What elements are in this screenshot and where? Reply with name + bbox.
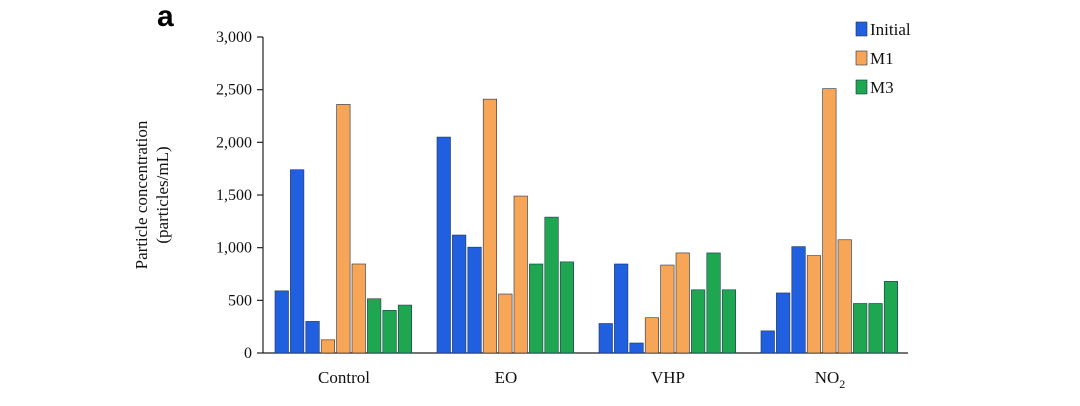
- category-label-text: EO: [495, 368, 518, 387]
- y-tick-label: 2,500: [216, 82, 252, 99]
- category-label-text: Control: [318, 368, 370, 387]
- y-tick-label: 3,000: [216, 29, 252, 46]
- bar-initial-1-1: [274, 290, 289, 354]
- bar-m3-3-3: [721, 289, 737, 354]
- bar-m1-1-2: [336, 104, 351, 354]
- bar-m1-4-3: [837, 239, 852, 354]
- legend-label-initial: Initial: [870, 20, 911, 39]
- legend-swatch-m3: [855, 79, 868, 95]
- bar-initial-3-2: [614, 263, 629, 354]
- bar-initial-1-3: [305, 321, 320, 354]
- y-tick-label: 0: [244, 345, 252, 362]
- category-label: NO2: [815, 368, 846, 391]
- category-label: EO: [495, 368, 518, 387]
- category-labels: Control EO VHP NO2: [318, 368, 845, 391]
- category-label-text: NO: [815, 368, 840, 387]
- category-label-text: VHP: [651, 368, 685, 387]
- legend-label-m1: M1: [870, 49, 894, 68]
- y-axis-unit-label: (particles/mL): [153, 146, 172, 243]
- y-axis-title: Particle concentration (particles/mL): [132, 120, 172, 269]
- y-tick-label: 1,000: [216, 240, 252, 257]
- bar-m1-1-1: [320, 339, 336, 354]
- panel-label: a: [157, 0, 174, 33]
- bar-initial-1-2: [290, 169, 305, 354]
- bar-m1-4-1: [806, 255, 822, 354]
- bar-m1-3-3: [675, 252, 690, 354]
- bar-m1-4-2: [822, 88, 837, 354]
- bar-initial-4-3: [791, 246, 806, 354]
- bar-initial-4-1: [760, 330, 775, 354]
- bar-m1-2-3: [513, 195, 528, 354]
- bar-initial-2-3: [467, 246, 482, 354]
- y-tick-label: 500: [228, 292, 252, 309]
- bar-m3-1-2: [382, 310, 397, 354]
- bar-m1-2-2: [498, 293, 513, 354]
- category-label: Control: [318, 368, 370, 387]
- bar-m3-4-1: [853, 303, 868, 354]
- bar-m1-1-3: [351, 263, 366, 354]
- bar-initial-3-3: [629, 342, 644, 354]
- bar-initial-2-2: [452, 234, 467, 354]
- bar-m3-4-3: [883, 281, 899, 354]
- bar-initial-4-2: [776, 292, 791, 354]
- bar-m1-3-2: [660, 264, 675, 354]
- bars: [274, 88, 899, 354]
- category-label-subscript: 2: [839, 377, 845, 391]
- bar-m3-4-2: [868, 303, 883, 354]
- y-tick-label: 2,000: [216, 134, 252, 151]
- bar-m3-2-1: [529, 263, 544, 354]
- bar-m3-1-3: [397, 304, 413, 354]
- bar-m3-1-1: [367, 298, 382, 354]
- bar-m1-2-1: [482, 98, 498, 354]
- bar-m3-3-1: [691, 289, 706, 354]
- y-ticks: 0 500 1,000 1,500 2,000 2,500 3,000: [216, 29, 263, 362]
- bar-m1-3-1: [644, 317, 660, 354]
- bar-m3-3-2: [706, 252, 721, 354]
- legend-swatch-initial: [855, 21, 868, 37]
- bar-initial-2-1: [436, 136, 451, 354]
- category-label: VHP: [651, 368, 685, 387]
- bar-m3-2-3: [559, 261, 575, 354]
- legend: Initial M1 M3: [855, 20, 911, 97]
- legend-swatch-m1: [855, 50, 868, 66]
- bar-m3-2-2: [544, 216, 559, 354]
- y-tick-label: 1,500: [216, 187, 252, 204]
- bar-initial-3-1: [598, 323, 613, 354]
- legend-label-m3: M3: [870, 78, 894, 97]
- y-axis-label: Particle concentration: [132, 120, 151, 269]
